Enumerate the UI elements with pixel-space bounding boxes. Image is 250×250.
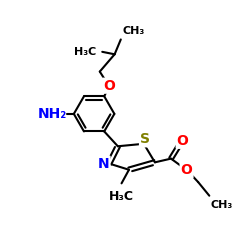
Text: O: O xyxy=(177,134,188,148)
Text: N: N xyxy=(98,156,110,170)
Text: H₃C: H₃C xyxy=(108,190,134,202)
Text: O: O xyxy=(103,79,115,93)
Text: CH₃: CH₃ xyxy=(210,200,233,210)
Text: O: O xyxy=(180,164,192,177)
Text: NH₂: NH₂ xyxy=(38,107,67,121)
Text: S: S xyxy=(140,132,150,146)
Text: CH₃: CH₃ xyxy=(123,26,145,36)
Text: H₃C: H₃C xyxy=(74,47,96,57)
